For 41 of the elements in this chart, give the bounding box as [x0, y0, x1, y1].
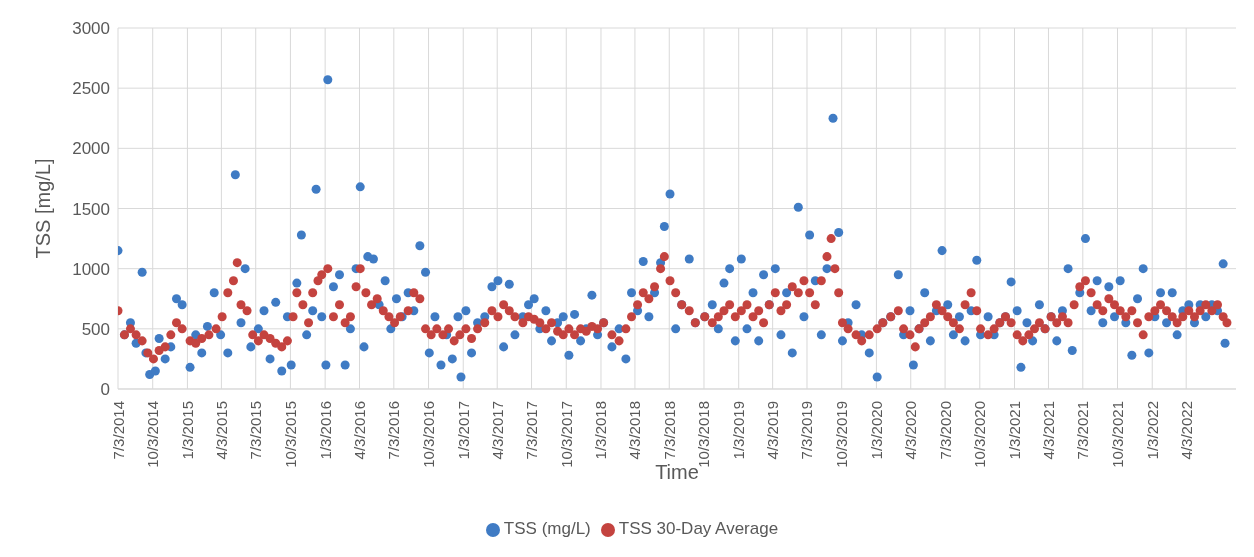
- y-tick-label: 2000: [72, 139, 110, 159]
- x-tick-label: 7/3/2019: [798, 401, 816, 460]
- x-tick-label: 10/3/2019: [833, 401, 851, 468]
- x-tick-label: 7/3/2016: [385, 401, 403, 460]
- y-tick-label: 1000: [72, 259, 110, 279]
- x-tick-label: 1/3/2018: [592, 401, 610, 460]
- x-tick-label: 10/3/2020: [971, 401, 989, 468]
- x-tick-label: 7/3/2014: [109, 401, 127, 460]
- x-tick-label: 4/3/2017: [488, 401, 506, 460]
- x-tick-label: 4/3/2019: [764, 401, 782, 460]
- x-tick-label: 1/3/2015: [178, 401, 196, 460]
- y-tick-label: 500: [81, 319, 110, 339]
- x-tick-label: 10/3/2021: [1109, 401, 1127, 468]
- x-tick-label: 10/3/2017: [557, 401, 575, 468]
- x-tick-label: 4/3/2018: [626, 401, 644, 460]
- legend-label: TSS 30-Day Average: [618, 519, 779, 538]
- x-tick-label: 4/3/2020: [902, 401, 920, 460]
- x-tick-label: 4/3/2015: [212, 401, 230, 460]
- x-tick-label: 10/3/2015: [281, 401, 299, 468]
- x-tick-label: 4/3/2021: [1039, 401, 1057, 460]
- y-tick-label: 3000: [72, 19, 110, 39]
- x-tick-label: 10/3/2016: [420, 401, 438, 468]
- y-tick-label: 2500: [72, 79, 110, 99]
- y-tick-label: 0: [100, 380, 110, 400]
- y-axis-title: TSS [mg/L]: [32, 158, 55, 259]
- x-tick-label: 4/3/2016: [350, 401, 368, 460]
- x-tick-label: 7/3/2021: [1074, 401, 1092, 460]
- legend-label: TSS (mg/L): [503, 519, 591, 538]
- x-tick-label: 7/3/2018: [660, 401, 678, 460]
- x-tick-label: 10/3/2014: [144, 401, 162, 468]
- x-tick-label: 7/3/2017: [523, 401, 541, 460]
- x-tick-label: 1/3/2022: [1143, 401, 1161, 460]
- x-tick-label: 4/3/2022: [1177, 401, 1195, 460]
- y-tick-label: 1500: [72, 199, 110, 219]
- x-tick-label: 1/3/2017: [454, 401, 472, 460]
- x-tick-label: 1/3/2021: [1006, 401, 1024, 460]
- x-tick-label: 7/3/2015: [247, 401, 265, 460]
- x-tick-label: 7/3/2020: [936, 401, 954, 460]
- x-tick-label: 1/3/2019: [730, 401, 748, 460]
- x-tick-label: 1/3/2020: [867, 401, 885, 460]
- x-tick-label: 1/3/2016: [316, 401, 334, 460]
